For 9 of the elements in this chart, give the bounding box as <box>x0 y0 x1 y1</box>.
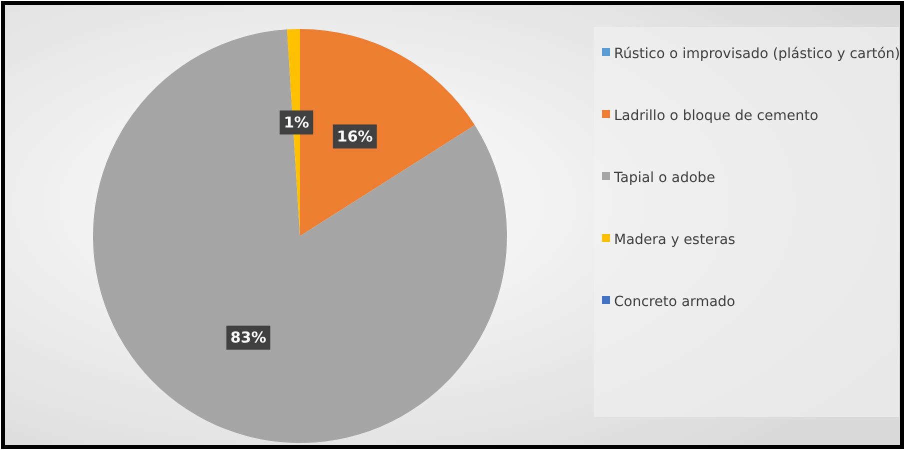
legend-label: Madera y esteras <box>614 232 736 248</box>
legend-label: Rústico o improvisado (plástico y cartón) <box>614 46 900 62</box>
pie-slice <box>93 29 507 443</box>
data-label: 1% <box>284 113 310 132</box>
legend-label: Concreto armado <box>614 294 736 310</box>
legend-label: Ladrillo o bloque de cemento <box>614 108 818 124</box>
data-label: 16% <box>336 127 373 146</box>
legend-label: Tapial o adobe <box>613 170 716 186</box>
data-label: 83% <box>230 328 266 347</box>
